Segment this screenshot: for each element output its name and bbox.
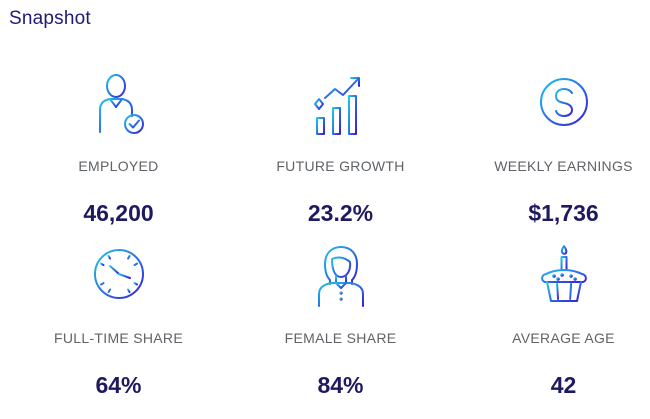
growth-chart-icon bbox=[305, 72, 377, 144]
stat-label: AVERAGE AGE bbox=[512, 330, 615, 346]
stat-label: WEEKLY EARNINGS bbox=[494, 158, 633, 174]
page-title: Snapshot bbox=[9, 8, 91, 29]
stat-label: FEMALE SHARE bbox=[284, 330, 397, 346]
stat-value: 84% bbox=[317, 372, 364, 398]
stat-value: 23.2% bbox=[307, 200, 374, 226]
stat-value: 64% bbox=[95, 372, 142, 398]
stat-label: FULL-TIME SHARE bbox=[54, 330, 183, 346]
stat-value: 46,200 bbox=[83, 200, 154, 226]
stat-value: 42 bbox=[550, 372, 577, 398]
stat-value: $1,736 bbox=[528, 200, 599, 226]
stat-label: FUTURE GROWTH bbox=[276, 158, 405, 174]
stat-label: EMPLOYED bbox=[78, 158, 159, 174]
clock-icon bbox=[83, 244, 155, 316]
female-person-icon bbox=[305, 244, 377, 316]
birthday-cupcake-icon bbox=[528, 244, 600, 316]
dollar-coin-icon bbox=[528, 72, 600, 144]
employed-person-icon bbox=[83, 72, 155, 144]
